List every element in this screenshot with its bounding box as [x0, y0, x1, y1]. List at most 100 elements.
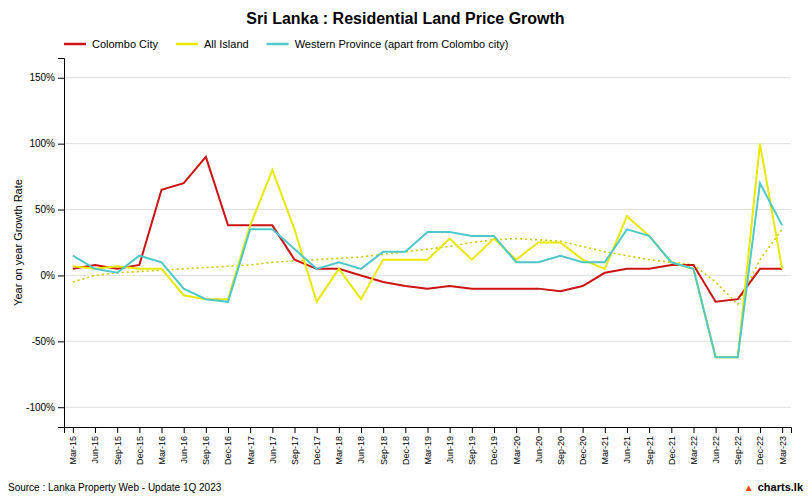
x-tick: Dec-17: [312, 427, 322, 465]
x-tick-mark: [162, 427, 163, 433]
line: [73, 144, 782, 357]
x-tick-mark: [250, 427, 251, 433]
x-tick-label: Jun-18: [356, 436, 366, 464]
x-tick-mark: [95, 427, 96, 433]
x-tick-mark: [494, 427, 495, 433]
x-tick: Sep-21: [645, 427, 655, 465]
grid-line: [64, 341, 791, 342]
y-tick-label: 0%: [41, 270, 56, 281]
y-tick-label: -100%: [26, 402, 55, 413]
x-tick: Mar-15: [68, 427, 78, 465]
x-tick-label: Mar-22: [689, 436, 699, 465]
x-tick: Mar-21: [600, 427, 610, 465]
x-tick-label: Dec-18: [401, 436, 411, 465]
x-tick-label: Jun-21: [622, 436, 632, 464]
x-tick-mark: [716, 427, 717, 433]
x-tick-mark: [671, 427, 672, 433]
x-tick: Dec-21: [667, 427, 677, 465]
x-tick: Dec-22: [755, 427, 765, 465]
x-tick-label: Dec-19: [489, 436, 499, 465]
y-tick: 50%: [35, 204, 64, 215]
x-tick: Dec-18: [401, 427, 411, 465]
x-tick-label: Mar-17: [246, 436, 256, 465]
x-tick-mark: [206, 427, 207, 433]
x-tick-label: Mar-21: [600, 436, 610, 465]
branding-icon: ▲: [744, 482, 754, 493]
grid: [64, 78, 791, 407]
chart: -100%-50%0%50%100%150%Mar-15Jun-15Sep-15…: [0, 0, 811, 497]
x-tick: Mar-23: [778, 427, 788, 465]
x-tick: Dec-20: [578, 427, 588, 465]
x-tick: Jun-21: [622, 427, 632, 464]
legend-label: Western Province (apart from Colombo cit…: [295, 38, 509, 50]
x-axis-line: [65, 428, 792, 434]
x-tick: Sep-20: [556, 427, 566, 465]
y-tick-mark: [58, 144, 64, 145]
legend: Colombo City All Island Western Province (…: [64, 38, 508, 50]
x-tick: Jun-17: [268, 427, 278, 464]
x-tick-mark: [317, 427, 318, 433]
x-tick: Jun-22: [711, 427, 721, 464]
line: [73, 229, 782, 304]
y-tick: 150%: [29, 72, 64, 83]
x-tick-mark: [295, 427, 296, 433]
x-tick-mark: [405, 427, 406, 433]
x-tick-mark: [228, 427, 229, 433]
x-tick-mark: [560, 427, 561, 433]
x-tick: Mar-18: [334, 427, 344, 465]
x-tick: Jun-15: [90, 427, 100, 464]
y-tick-label: 50%: [35, 204, 55, 215]
x-tick-label: Dec-22: [755, 436, 765, 465]
branding: charts.lk: [758, 481, 804, 493]
x-tick-label: Sep-15: [113, 436, 123, 465]
x-tick-mark: [383, 427, 384, 433]
x-tick: Dec-15: [135, 427, 145, 465]
x-tick-label: Mar-20: [512, 436, 522, 465]
y-axis-line: [58, 59, 65, 428]
legend-item: Colombo City: [64, 38, 159, 50]
x-tick: Sep-16: [201, 427, 211, 465]
x-tick-label: Mar-16: [157, 436, 167, 465]
grid-line: [64, 407, 791, 408]
x-tick-label: Mar-15: [68, 436, 78, 465]
x-tick-label: Jun-19: [445, 436, 455, 464]
x-tick-mark: [516, 427, 517, 433]
y-tick-mark: [58, 210, 64, 211]
x-tick-label: Mar-19: [423, 436, 433, 465]
title: Sri Lanka : Residential Land Price Growt…: [246, 10, 564, 27]
x-tick: Mar-16: [157, 427, 167, 465]
legend-label: Colombo City: [92, 38, 159, 50]
x-tick: Dec-19: [489, 427, 499, 465]
y-tick-label: 150%: [29, 72, 55, 83]
source: Source : Lanka Property Web - Update 1Q …: [8, 482, 222, 493]
y-tick-mark: [58, 341, 64, 342]
x-tick-mark: [693, 427, 694, 433]
lines: [73, 144, 782, 357]
x-tick: Mar-17: [246, 427, 256, 465]
x-tick-label: Sep-21: [645, 436, 655, 465]
x-tick-label: Jun-17: [268, 436, 278, 464]
x-tick-label: Dec-16: [223, 436, 233, 465]
x-tick-mark: [272, 427, 273, 433]
x-tick-mark: [649, 427, 650, 433]
x-tick: Mar-22: [689, 427, 699, 465]
x-tick-label: Jun-22: [711, 436, 721, 464]
y-axis: -100%-50%0%50%100%150%: [26, 59, 64, 428]
x-tick-label: Sep-18: [379, 436, 389, 465]
legend-swatch: [64, 43, 86, 46]
grid-line: [64, 143, 791, 144]
x-tick-mark: [782, 427, 783, 433]
y-tick-mark: [58, 275, 64, 276]
x-tick-label: Jun-20: [534, 436, 544, 464]
legend-item: All Island: [176, 38, 249, 50]
x-tick-label: Sep-20: [556, 436, 566, 465]
x-tick: Jun-18: [356, 427, 366, 464]
x-tick-label: Dec-15: [135, 436, 145, 465]
x-tick: Dec-16: [223, 427, 233, 465]
x-tick-mark: [760, 427, 761, 433]
x-tick-mark: [184, 427, 185, 433]
x-tick-label: Dec-17: [312, 436, 322, 465]
x-axis: Mar-15Jun-15Sep-15Dec-15Mar-16Jun-16Sep-…: [65, 427, 792, 465]
legend-item: Western Province (apart from Colombo cit…: [267, 38, 509, 50]
x-tick: Jun-19: [445, 427, 455, 464]
